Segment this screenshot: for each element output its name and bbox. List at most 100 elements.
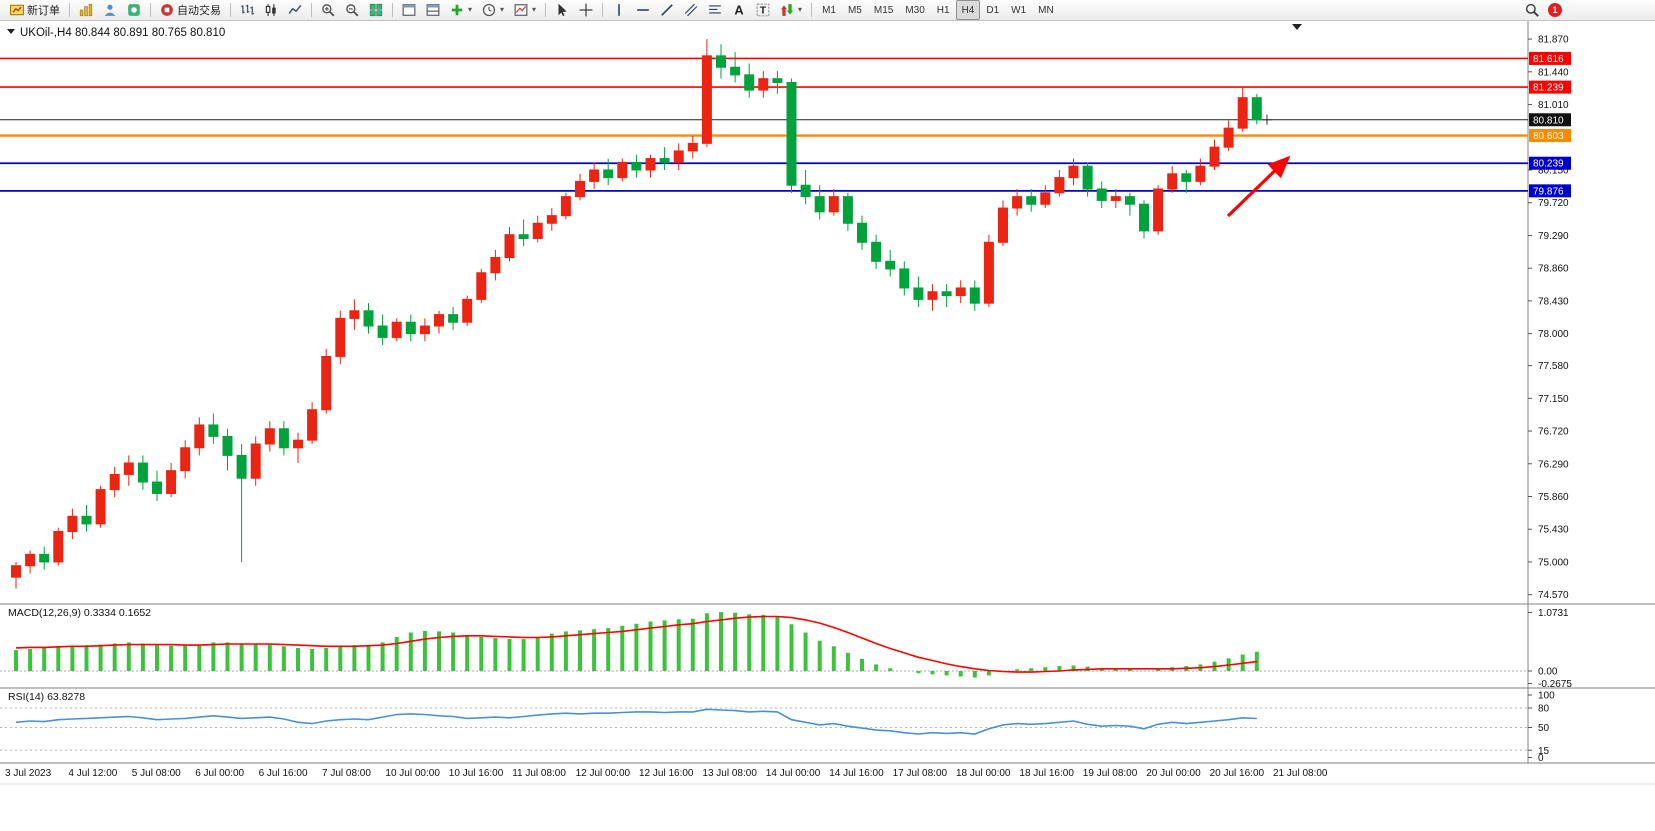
current-price-marker [1262, 114, 1272, 125]
svg-text:81.616: 81.616 [1533, 54, 1564, 65]
candlestick-chart-button[interactable] [259, 0, 283, 20]
candles-layer [11, 39, 1262, 589]
horizontal-line-button[interactable] [631, 0, 655, 20]
timeframe-w1-button[interactable]: W1 [1005, 0, 1032, 20]
timeframe-m1-button-label: M1 [822, 4, 836, 16]
price-badge-80.810: 80.810 [1529, 113, 1571, 127]
timeframe-m30-button[interactable]: M30 [899, 0, 930, 20]
price-tick-label: 81.440 [1538, 67, 1569, 78]
time-tick-label: 12 Jul 16:00 [639, 768, 694, 779]
toolbar-right: 1 [1525, 3, 1650, 17]
candle [828, 189, 839, 216]
search-icon[interactable] [1525, 3, 1539, 17]
time-tick-label: 12 Jul 00:00 [576, 768, 631, 779]
window-icon [402, 3, 416, 17]
text-icon: A [732, 3, 746, 17]
candle [983, 234, 994, 307]
timeframe-m5-button-label: M5 [847, 4, 862, 16]
label-icon: T [756, 3, 770, 17]
time-tick-label: 4 Jul 12:00 [68, 768, 117, 779]
chart-menu-arrow-icon[interactable] [7, 29, 15, 34]
dropdown-arrow-icon[interactable]: ▾ [798, 5, 803, 14]
auto-trading-button[interactable]: 自动交易 [155, 0, 226, 20]
templates-button[interactable]: ▾ [509, 0, 541, 20]
candle [575, 173, 585, 201]
time-tick-label: 20 Jul 00:00 [1146, 768, 1201, 779]
tile-windows-button[interactable] [364, 0, 388, 20]
zoom-out-icon [345, 3, 359, 17]
candle [1040, 185, 1051, 209]
trendline-button[interactable] [655, 0, 679, 20]
dropdown-arrow-icon[interactable]: ▾ [500, 5, 505, 14]
macd-axis-label: 0.00 [1538, 667, 1558, 678]
navigator-button[interactable] [122, 0, 146, 20]
timeframe-m1-button[interactable]: M1 [816, 0, 842, 20]
candle [180, 440, 191, 479]
timeframe-d1-button[interactable]: D1 [980, 0, 1005, 20]
timeframe-h4-button[interactable]: H4 [955, 0, 981, 20]
time-tick-label: 21 Jul 08:00 [1273, 768, 1328, 779]
clock-icon [482, 3, 496, 17]
candle [1153, 185, 1164, 235]
price-tick-label: 75.860 [1538, 492, 1569, 503]
price-tick-label: 79.720 [1538, 198, 1569, 209]
price-tick-label: 81.010 [1538, 100, 1569, 111]
macd-signal-line [15, 615, 1257, 673]
candle [1124, 192, 1135, 216]
toolbar-separator [545, 3, 547, 17]
line-chart-button[interactable] [283, 0, 307, 20]
indicator-window-button[interactable] [397, 0, 421, 20]
channel-button[interactable] [679, 0, 703, 20]
candle [899, 261, 910, 296]
candle [419, 318, 430, 342]
candle [208, 413, 219, 444]
candle [194, 417, 205, 456]
arrow-annotation[interactable] [1226, 155, 1291, 218]
chart-shift-button[interactable] [421, 0, 445, 20]
macd-histogram [14, 612, 1259, 678]
candle [589, 162, 600, 190]
arrows-button[interactable]: ▾ [775, 0, 807, 20]
zoom-out-button[interactable] [340, 0, 364, 20]
zoom-in-button[interactable] [316, 0, 340, 20]
candle [1237, 86, 1248, 132]
candle [969, 280, 980, 311]
channel-icon [684, 3, 698, 17]
market-watch-button[interactable] [98, 0, 122, 20]
vertical-line-button[interactable] [607, 0, 631, 20]
crosshair-button[interactable] [574, 0, 598, 20]
timeframe-m15-button[interactable]: M15 [868, 0, 899, 20]
bar-chart-button[interactable] [235, 0, 259, 20]
cursor-button[interactable] [550, 0, 574, 20]
navigator-icon [127, 3, 141, 17]
label-button[interactable]: T [751, 0, 775, 20]
price-tick-label: 81.870 [1538, 35, 1569, 46]
rsi-axis-label: 80 [1538, 704, 1550, 715]
timeframe-h1-button[interactable]: H1 [931, 0, 956, 20]
fibonacci-button[interactable] [703, 0, 727, 20]
candle [39, 546, 50, 570]
autoscroll-marker-icon[interactable] [1292, 24, 1302, 30]
timeframe-h1-button-label: H1 [936, 4, 950, 16]
add-indicator-button[interactable]: ▾ [445, 0, 477, 20]
new-order-button[interactable]: 新订单 [5, 0, 65, 20]
timeframe-m5-button[interactable]: M5 [842, 0, 868, 20]
dropdown-arrow-icon[interactable]: ▾ [532, 5, 537, 14]
periods-button[interactable]: ▾ [477, 0, 509, 20]
notification-badge[interactable]: 1 [1548, 3, 1562, 17]
time-tick-label: 11 Jul 08:00 [512, 768, 566, 779]
timeframe-m15-button-label: M15 [873, 4, 894, 16]
timeframe-mn-button[interactable]: MN [1032, 0, 1060, 20]
time-tick-label: 13 Jul 08:00 [702, 768, 757, 779]
time-axis[interactable]: 3 Jul 2023 4 Jul 12:00 5 Jul 08:00 6 Jul 00… [5, 768, 1328, 779]
candle [842, 192, 853, 231]
price-axis[interactable]: 81.870 81.440 81.010 80.150 79.720 79.290 78.8… [1528, 35, 1571, 602]
dropdown-arrow-icon[interactable]: ▾ [468, 5, 473, 14]
text-button[interactable]: A [727, 0, 751, 20]
candle [462, 295, 473, 327]
time-tick-label: 20 Jul 16:00 [1210, 768, 1265, 779]
charts-button[interactable] [74, 0, 98, 20]
candle [1195, 158, 1206, 186]
time-tick-label: 14 Jul 16:00 [829, 768, 884, 779]
